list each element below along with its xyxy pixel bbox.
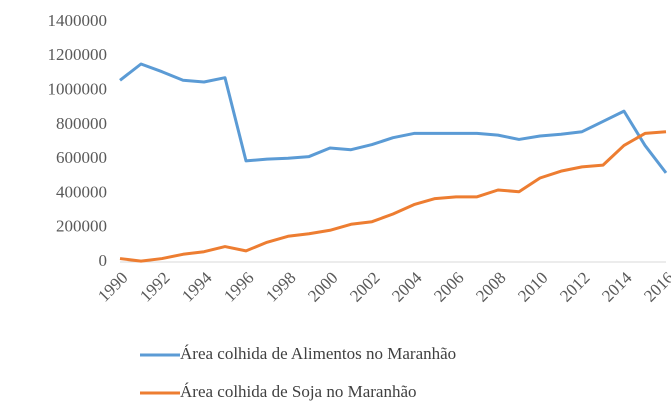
x-tick-label: 1992 — [136, 268, 173, 305]
series-line — [119, 62, 668, 174]
legend-label: Área colhida de Soja no Maranhão — [180, 382, 417, 401]
y-tick-label: 600000 — [56, 148, 107, 167]
x-tick-label: 2016 — [640, 268, 671, 305]
x-tick-label: 1994 — [178, 268, 216, 306]
legend-label: Área colhida de Alimentos no Maranhão — [180, 344, 456, 363]
x-tick-label: 2010 — [514, 268, 551, 305]
y-tick-label: 1400000 — [48, 11, 108, 30]
x-tick-label: 2014 — [598, 268, 636, 306]
y-tick-label: 1200000 — [48, 45, 108, 64]
y-tick-label: 400000 — [56, 182, 107, 201]
x-tick-label: 2006 — [430, 268, 467, 305]
x-tick-label: 1998 — [262, 268, 299, 305]
legend: Área colhida de Alimentos no Maranhão Áre… — [140, 344, 456, 401]
series-line — [119, 130, 667, 263]
y-tick-label: 1000000 — [48, 79, 108, 98]
x-tick-label: 1996 — [220, 268, 257, 305]
x-tick-label: 2002 — [346, 268, 383, 305]
y-tick-label: 200000 — [56, 217, 107, 236]
x-tick-label: 2008 — [472, 268, 509, 305]
y-tick-label: 800000 — [56, 114, 107, 133]
x-tick-label: 2012 — [556, 268, 593, 305]
y-tick-label: 0 — [99, 251, 108, 270]
x-tick-label: 1990 — [94, 268, 131, 305]
x-tick-label: 2000 — [304, 268, 341, 305]
x-tick-label: 2004 — [388, 268, 426, 306]
